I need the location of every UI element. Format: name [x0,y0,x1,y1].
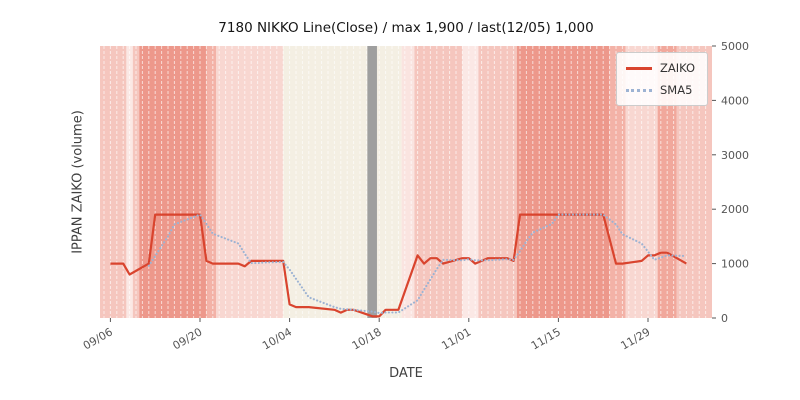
sma5-line-swatch [626,88,652,92]
legend: ZAIKO SMA5 [616,52,708,106]
svg-text:09/06: 09/06 [81,325,115,352]
legend-entry-sma5: SMA5 [626,83,698,97]
svg-text:11/01: 11/01 [439,325,473,352]
svg-text:3000: 3000 [721,149,749,162]
svg-text:5000: 5000 [721,40,749,53]
legend-entry-zaiko: ZAIKO [626,61,698,75]
legend-label-sma5: SMA5 [660,83,693,97]
legend-label-zaiko: ZAIKO [660,61,696,75]
svg-text:2000: 2000 [721,203,749,216]
svg-text:4000: 4000 [721,94,749,107]
svg-text:10/04: 10/04 [260,325,294,352]
y-axis-label: IPPAN ZAIKO (volume) [70,110,86,254]
svg-text:11/29: 11/29 [619,325,653,352]
zaiko-line-swatch [626,66,652,70]
svg-text:09/20: 09/20 [171,325,205,352]
chart-title: 7180 NIKKO Line(Close) / max 1,900 / las… [218,20,594,36]
svg-text:0: 0 [721,312,728,325]
svg-text:1000: 1000 [721,258,749,271]
x-axis-label: DATE [389,366,423,381]
svg-text:11/15: 11/15 [529,325,563,352]
svg-text:10/18: 10/18 [350,325,384,352]
